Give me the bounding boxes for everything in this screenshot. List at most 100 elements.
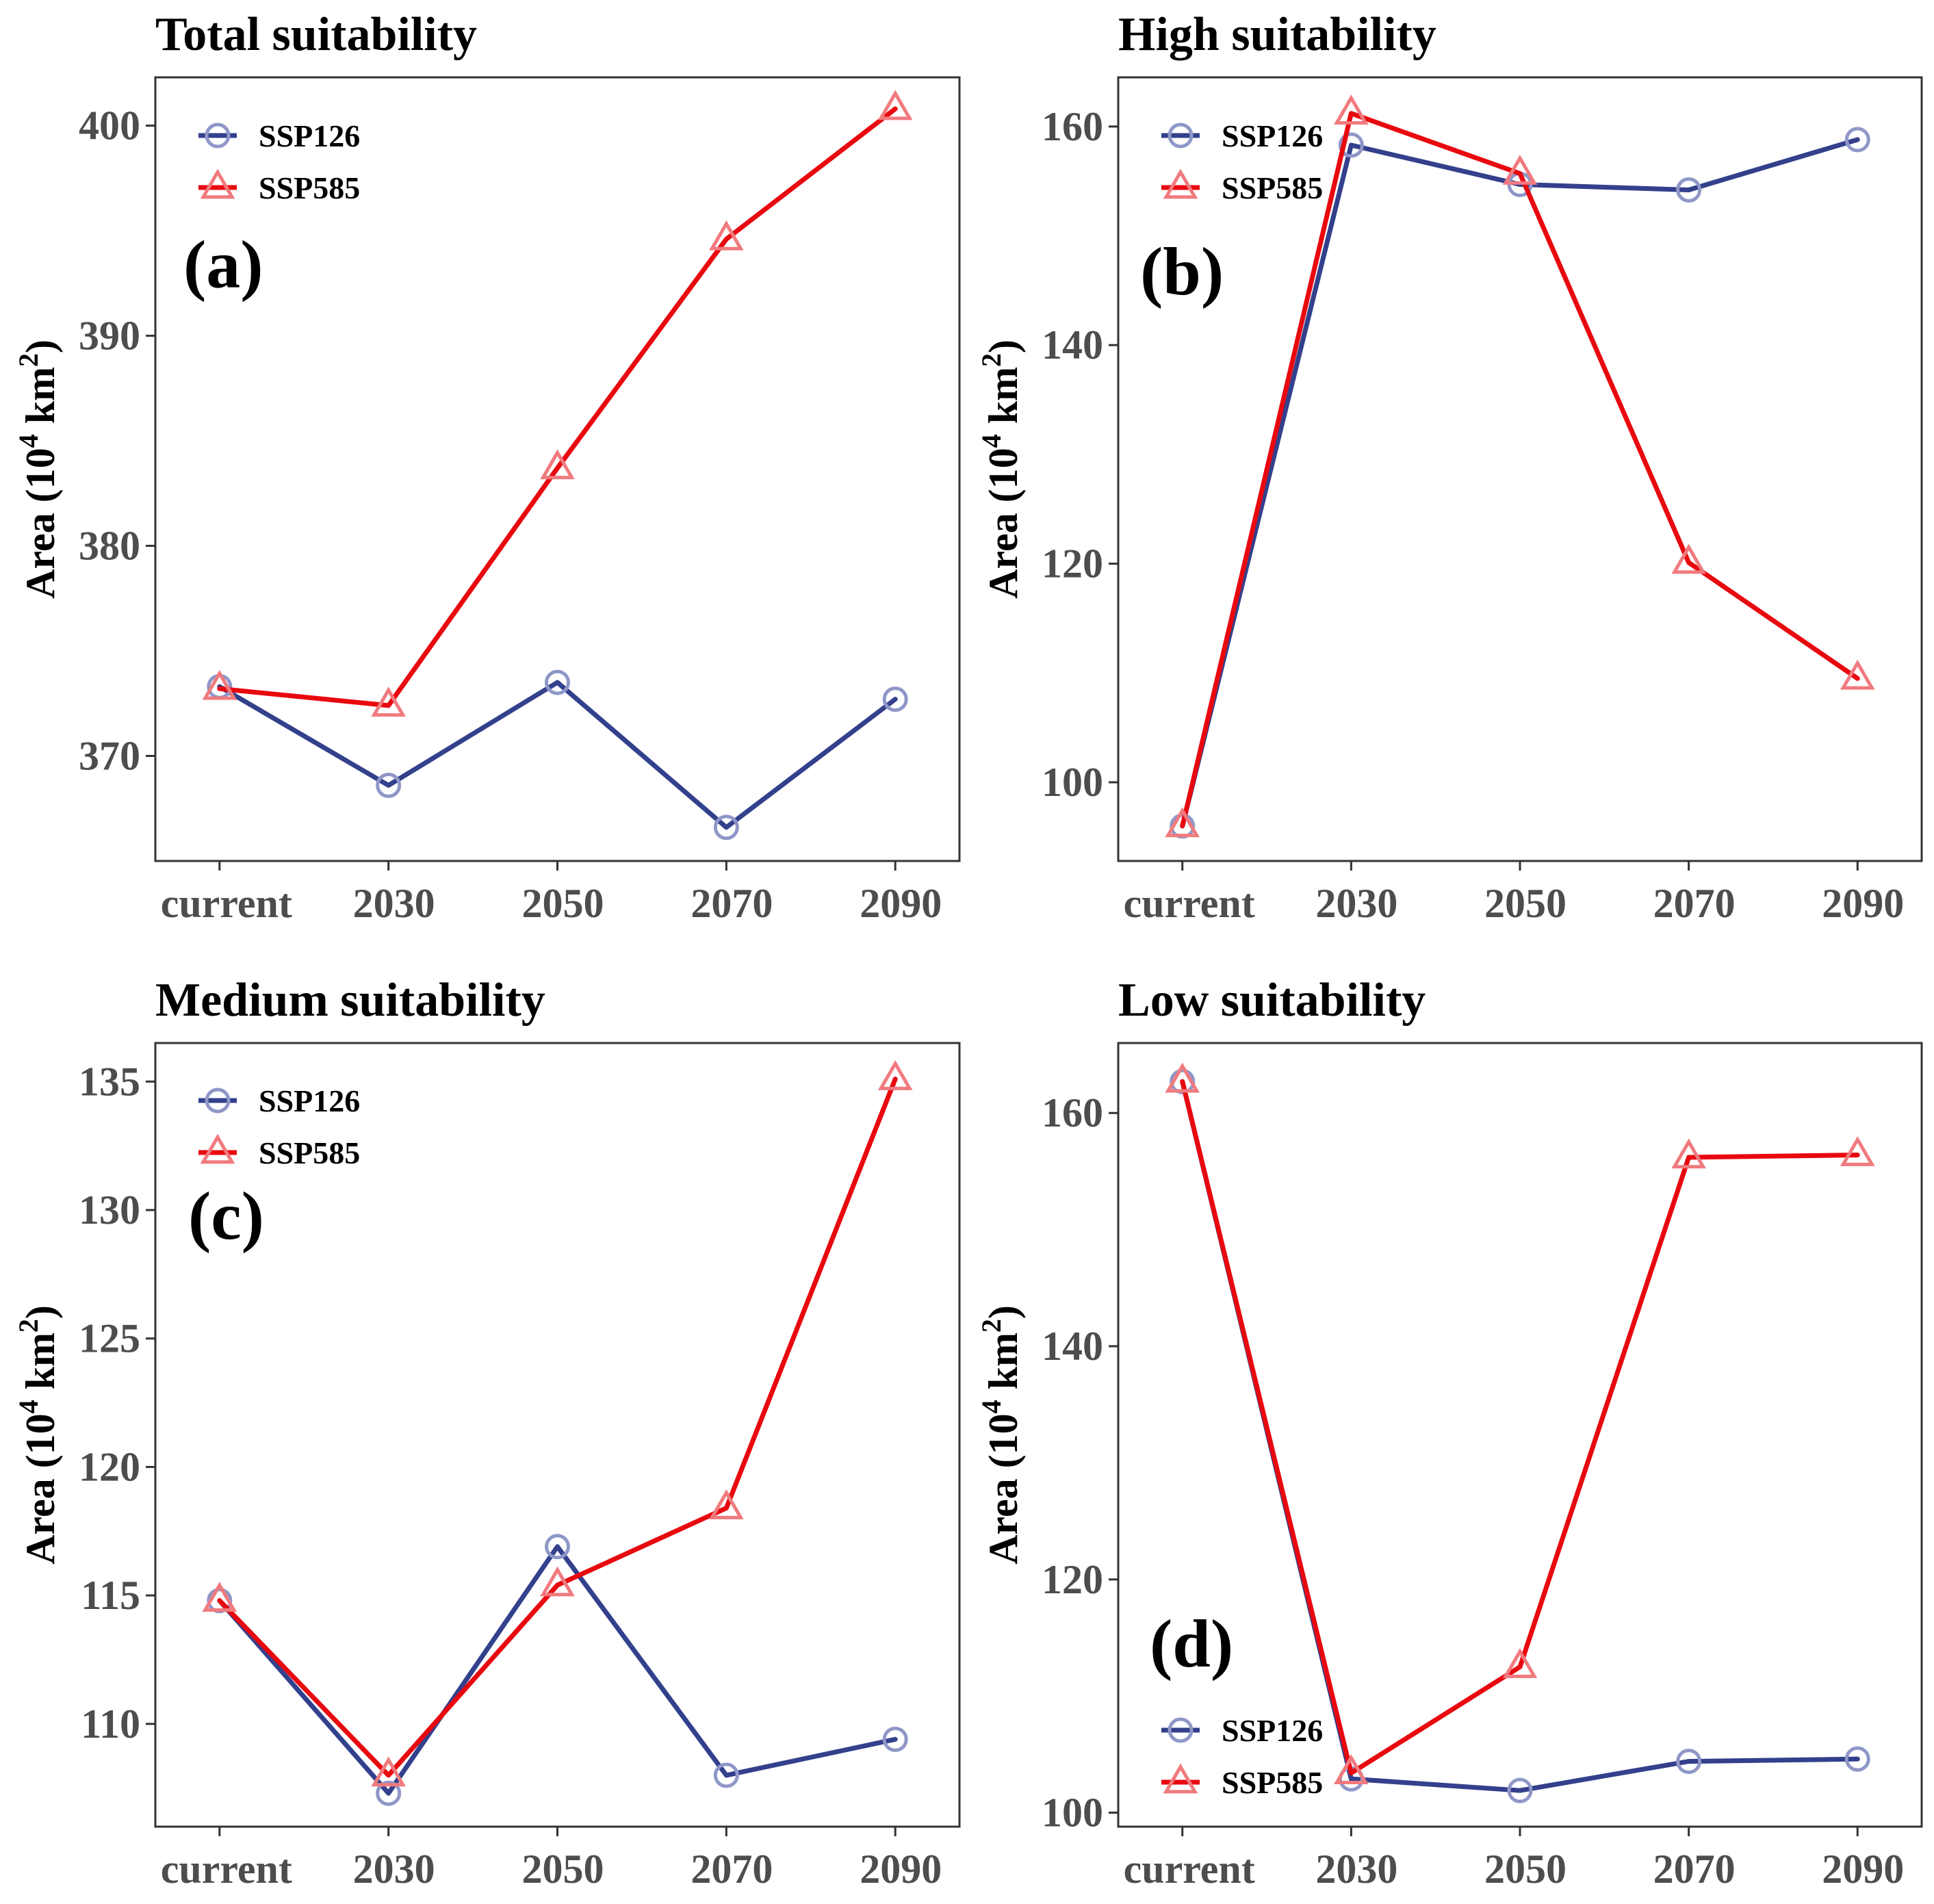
series-line-ssp126	[217, 1544, 898, 1796]
y-tick-label: 120	[79, 1444, 140, 1489]
data-point-ssp126	[882, 686, 908, 712]
x-tick-label: 2070	[691, 1847, 773, 1892]
y-tick-label: 390	[79, 313, 140, 359]
panel-title: Low suitability	[1118, 974, 1426, 1027]
data-point-ssp585	[709, 220, 744, 250]
legend-label: SSP585	[259, 170, 360, 205]
y-tick-label: 160	[1042, 1090, 1103, 1135]
y-axis-label: Area (104 km2)	[976, 1305, 1026, 1565]
data-point-ssp126	[882, 1726, 908, 1752]
series-line-ssp126	[217, 680, 898, 830]
data-point-ssp126	[376, 1780, 402, 1806]
x-tick-label: current	[1124, 1847, 1255, 1892]
series-line-ssp585	[217, 106, 898, 708]
legend-marker	[1168, 123, 1194, 149]
series-ssp585	[1165, 94, 1875, 838]
legend-marker	[205, 1088, 231, 1114]
y-tick-label: 115	[81, 1573, 140, 1618]
y-axis-label: Area (104 km2)	[13, 339, 63, 599]
data-point-ssp126	[376, 772, 402, 798]
data-point-ssp126	[713, 1762, 739, 1788]
x-tick-label: 2030	[353, 881, 435, 926]
legend-marker	[205, 123, 231, 149]
y-axis-label: Area (104 km2)	[976, 339, 1026, 599]
y-tick-label: 125	[79, 1316, 140, 1361]
x-tick-label: 2090	[860, 1847, 942, 1892]
x-tick-label: 2030	[353, 1847, 435, 1892]
data-point-ssp585	[540, 449, 575, 480]
data-point-ssp585	[1334, 1754, 1369, 1784]
data-point-ssp585	[1840, 1136, 1875, 1166]
x-tick-label: 2050	[522, 881, 604, 926]
y-tick-label: 140	[1042, 322, 1103, 368]
x-tick-label: 2050	[1484, 1847, 1566, 1892]
data-point-ssp126	[1507, 1777, 1533, 1803]
data-point-ssp585	[1165, 807, 1200, 838]
panel-title: High suitability	[1118, 8, 1436, 61]
series-line-ssp585	[1180, 1079, 1860, 1776]
data-point-ssp126	[1676, 1749, 1702, 1775]
legend: SSP126 SSP585	[1161, 1713, 1323, 1800]
x-tick-label: current	[1124, 881, 1255, 926]
x-tick-label: 2090	[1822, 1847, 1904, 1892]
series-ssp585	[202, 90, 913, 717]
legend-label: SSP585	[1222, 170, 1323, 205]
x-tick-label: 2090	[1822, 881, 1904, 926]
legend-label: SSP585	[1222, 1765, 1323, 1800]
data-point-ssp585	[202, 1582, 237, 1612]
legend-label: SSP126	[1222, 1713, 1323, 1748]
series-ssp126	[1170, 1068, 1870, 1803]
legend-label: SSP126	[259, 1083, 360, 1118]
panel-a: Total suitability 370 380 390 400 current 2030…	[13, 8, 961, 926]
y-tick-label: 370	[79, 734, 140, 779]
data-point-ssp585	[1334, 94, 1369, 125]
y-tick-label: 120	[1042, 1557, 1103, 1602]
legend-label: SSP585	[259, 1135, 360, 1170]
series-line-ssp126	[1180, 1079, 1860, 1793]
series-line-ssp585	[1180, 111, 1860, 829]
y-tick-label: 130	[79, 1187, 140, 1233]
data-point-ssp585	[877, 90, 913, 120]
data-point-ssp585	[709, 1489, 744, 1519]
data-point-ssp585	[371, 1756, 406, 1787]
legend-label: SSP126	[259, 118, 360, 153]
data-point-ssp126	[1844, 127, 1870, 153]
series-ssp585	[202, 1060, 913, 1787]
panel-c: Medium suitability 110 115 120 125 130 135 curr…	[13, 974, 961, 1892]
data-point-ssp585	[540, 1566, 575, 1597]
x-tick-label: 2050	[1484, 881, 1566, 926]
legend: SSP126 SSP585	[198, 118, 360, 205]
data-point-ssp585	[1165, 1062, 1200, 1093]
data-point-ssp585	[1840, 659, 1875, 690]
series-ssp126	[1170, 127, 1870, 839]
legend-label: SSP126	[1222, 118, 1323, 153]
series-ssp126	[207, 1534, 908, 1806]
data-point-ssp126	[545, 1534, 570, 1560]
data-point-ssp585	[1671, 543, 1706, 574]
y-axis-label: Area (104 km2)	[13, 1305, 63, 1565]
y-tick-label: 120	[1042, 541, 1103, 587]
series-line-ssp585	[217, 1077, 898, 1778]
x-tick-label: 2070	[1653, 881, 1736, 926]
y-tick-label: 160	[1042, 104, 1103, 149]
panel-tag: (a)	[183, 227, 263, 303]
panel-title: Medium suitability	[155, 974, 545, 1027]
data-point-ssp126	[1844, 1746, 1870, 1772]
x-tick-label: 2090	[860, 881, 942, 926]
data-point-ssp585	[371, 686, 406, 717]
plot-border	[1117, 1042, 1923, 1828]
panel-d: Low suitability 100 120 140 160 current 2030 20…	[976, 974, 1923, 1892]
legend-marker	[1163, 1763, 1198, 1794]
data-point-ssp585	[1502, 1648, 1538, 1678]
legend-marker	[200, 168, 235, 199]
legend-marker	[1163, 168, 1198, 199]
data-point-ssp585	[202, 669, 237, 700]
y-tick-label: 400	[79, 103, 140, 149]
series-ssp585	[1165, 1062, 1875, 1784]
x-tick-label: 2030	[1315, 881, 1397, 926]
x-tick-label: current	[161, 881, 292, 926]
data-point-ssp126	[713, 814, 739, 840]
x-tick-label: 2070	[1653, 1847, 1736, 1892]
